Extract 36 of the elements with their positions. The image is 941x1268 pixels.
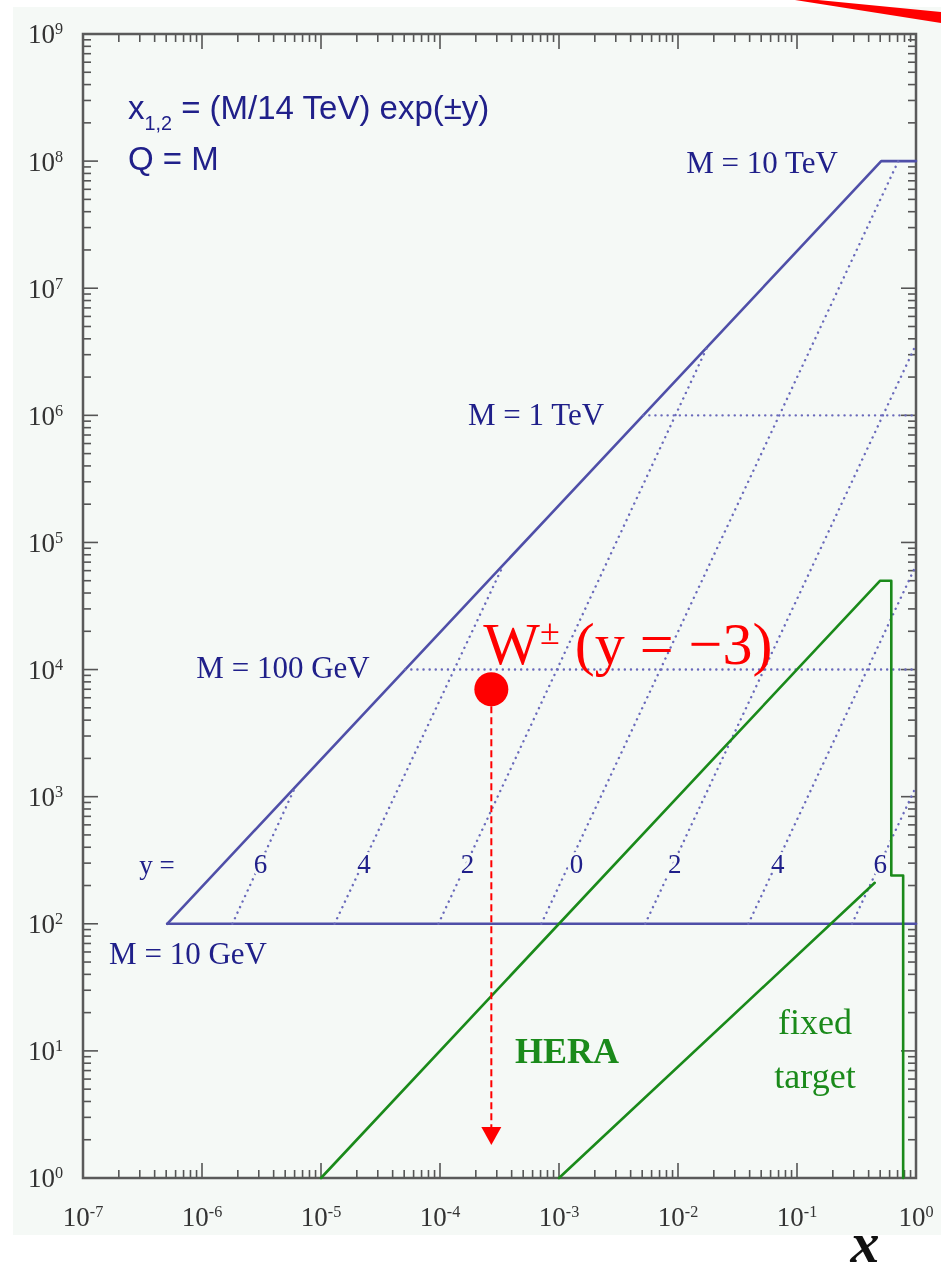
annotation: Q = M <box>128 140 219 177</box>
annotation: 2 <box>668 848 682 879</box>
y-tick-label: 10$^{3}$ <box>27 782 63 813</box>
annotation: 6 <box>253 848 268 879</box>
series-label: W$^{±}$ (y = −3) <box>483 611 773 678</box>
y-tick-label: 10$^{8}$ <box>27 146 63 177</box>
annotation: M = 100 GeV <box>196 649 371 685</box>
annotation: HERA <box>514 1030 620 1071</box>
x-tick-label: 10$^{-6}$ <box>181 1202 223 1232</box>
annotation: 0 <box>569 848 584 879</box>
annotation: 4 <box>771 848 786 879</box>
x-tick-label: 10$^{-5}$ <box>300 1202 342 1232</box>
x-tick-label: 10$^{-1}$ <box>776 1202 818 1232</box>
x-tick-label: 10$^{-7}$ <box>62 1202 104 1232</box>
x-tick-label: 10$^{0}$ <box>898 1202 934 1232</box>
annotation: M = 10 TeV <box>686 144 839 180</box>
annotation: 2 <box>460 848 475 879</box>
x-tick-label: 10$^{-3}$ <box>538 1202 580 1232</box>
x-axis-title: x <box>849 1210 880 1268</box>
y-tick-label: 10$^{2}$ <box>27 909 63 940</box>
x-tick-label: 10$^{-2}$ <box>657 1202 699 1232</box>
y-tick-label: 10$^{4}$ <box>27 655 63 686</box>
x-tick-label: 10$^{-4}$ <box>419 1202 461 1232</box>
annotation: M = 1 TeV <box>467 396 605 432</box>
y-tick-label: 10$^{1}$ <box>27 1036 63 1067</box>
annotation: 6 <box>873 848 887 879</box>
annotation: y = <box>139 850 175 881</box>
y-tick-label: 10$^{6}$ <box>27 400 63 431</box>
y-tick-label: 10$^{9}$ <box>27 19 63 50</box>
y-tick-label: 10$^{5}$ <box>27 527 63 558</box>
annotation: 4 <box>357 848 372 879</box>
annotation: x$_{1,2}$ = (M/14 TeV) exp(±y) <box>128 89 490 134</box>
annotation: fixed target <box>774 1001 856 1096</box>
y-tick-label: 10$^{0}$ <box>27 1163 63 1194</box>
y-tick-label: 10$^{7}$ <box>27 273 63 304</box>
annotation: M = 10 GeV <box>109 935 268 971</box>
